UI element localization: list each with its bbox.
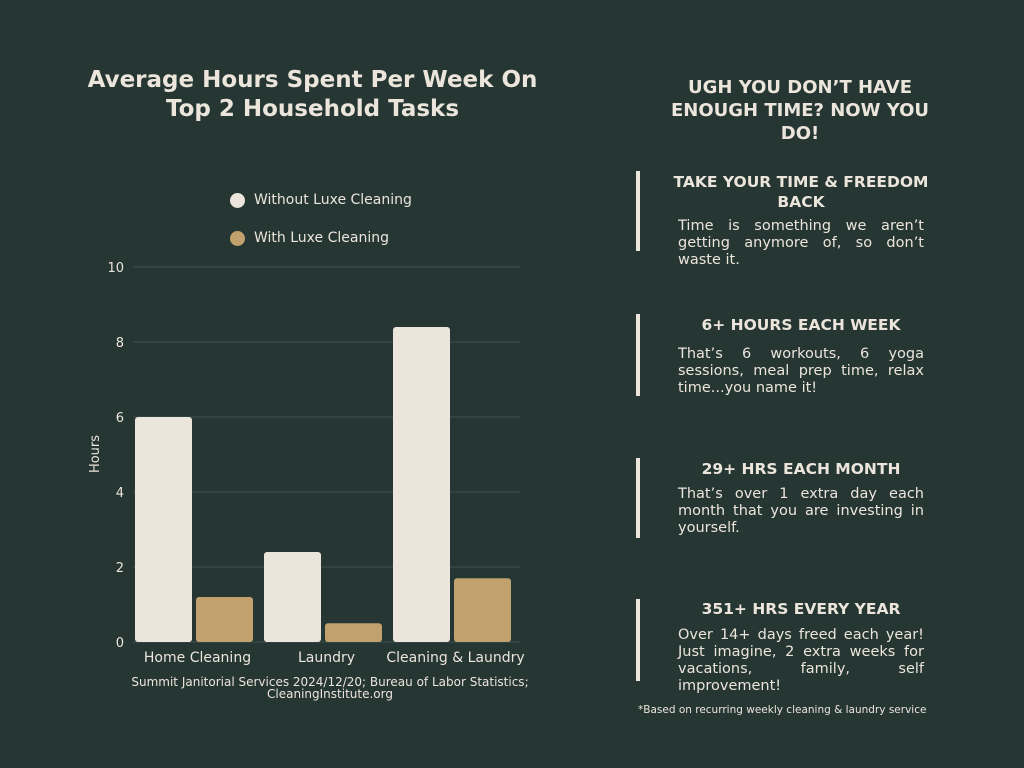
y-tick-label: 4 xyxy=(116,486,124,501)
legend-item-with: With Luxe Cleaning xyxy=(230,230,389,246)
legend-label-with: With Luxe Cleaning xyxy=(254,230,389,246)
promo-block-title: 6+ HOURS EACH WEEK xyxy=(701,316,901,334)
promo-headline: UGH YOU DON’T HAVE ENOUGH TIME? NOW YOU … xyxy=(670,77,930,144)
promo-block-title: TAKE YOUR TIME & FREEDOM BACK xyxy=(673,173,929,211)
y-tick-label: 8 xyxy=(116,336,124,351)
promo-block-text: Time is something we aren’t getting anym… xyxy=(678,218,924,268)
y-tick-label: 2 xyxy=(116,561,124,576)
promo-block-accent-bar xyxy=(636,599,640,681)
promo-block-accent-bar xyxy=(636,314,640,396)
chart-title: Average Hours Spent Per Week On Top 2 Ho… xyxy=(87,67,538,122)
legend-swatch-with xyxy=(230,230,245,246)
promo-block-text: Over 14+ days freed each year! Just imag… xyxy=(678,627,924,694)
bar-with xyxy=(454,578,511,642)
promo-block-title: 351+ HRS EVERY YEAR xyxy=(701,600,901,618)
footnote: *Based on recurring weekly cleaning & la… xyxy=(638,704,927,716)
y-tick-label: 6 xyxy=(116,411,124,426)
legend-label-without: Without Luxe Cleaning xyxy=(254,192,412,208)
promo-block-accent-bar xyxy=(636,458,640,538)
bar-without xyxy=(393,327,450,642)
x-tick-label: Laundry xyxy=(298,650,355,666)
chart-source: Summit Janitorial Services 2024/12/20; B… xyxy=(131,675,529,701)
promo-block-accent-bar xyxy=(636,171,640,251)
y-tick-label: 0 xyxy=(116,636,124,651)
legend-swatch-without xyxy=(230,192,245,208)
promo-block-title: 29+ HRS EACH MONTH xyxy=(701,460,901,478)
x-tick-label: Home Cleaning xyxy=(144,650,251,666)
bar-with xyxy=(325,623,382,642)
bar-with xyxy=(196,597,253,642)
promo-block-text: That’s 6 workouts, 6 yoga sessions, meal… xyxy=(678,346,924,396)
promo-block-text: That’s over 1 extra day each month that … xyxy=(678,486,924,536)
bar-without xyxy=(135,417,192,642)
y-axis-label: Hours xyxy=(88,435,103,473)
y-tick-label: 10 xyxy=(107,261,124,276)
bar-without xyxy=(264,552,321,642)
x-tick-label: Cleaning & Laundry xyxy=(386,650,524,666)
legend-item-without: Without Luxe Cleaning xyxy=(230,192,412,208)
